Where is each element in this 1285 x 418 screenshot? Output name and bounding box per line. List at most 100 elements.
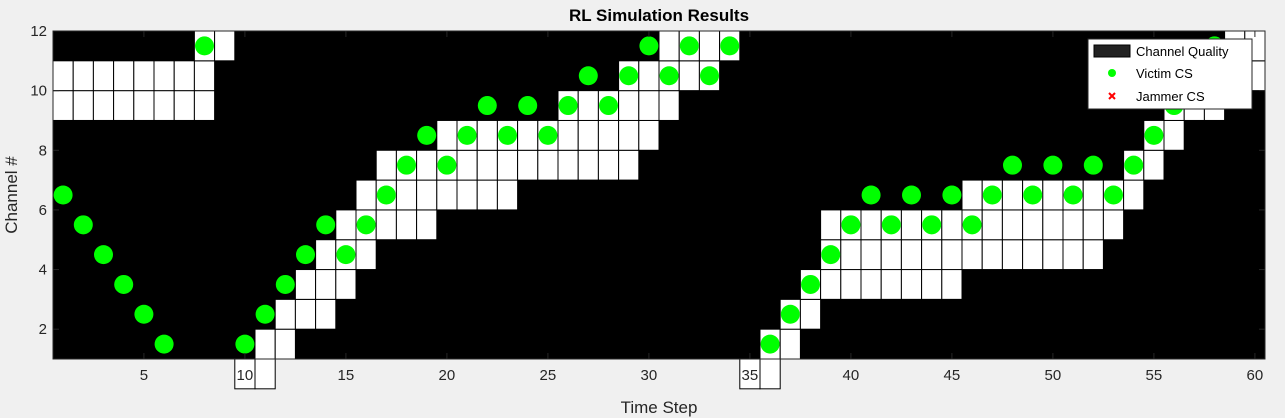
victim-cs-markers xyxy=(53,36,1245,354)
channel-quality-cell xyxy=(254,358,276,390)
channel-quality-cell xyxy=(355,239,377,271)
victim-cs-point xyxy=(1083,155,1103,175)
channel-quality-cell xyxy=(900,239,923,271)
channel-quality-cell xyxy=(395,179,418,211)
channel-quality-cell xyxy=(658,30,680,62)
victim-cs-point xyxy=(599,96,618,116)
channel-quality-cell xyxy=(153,60,175,92)
victim-cs-point xyxy=(841,215,861,235)
victim-cs-point xyxy=(558,96,578,116)
victim-cs-point xyxy=(639,36,659,56)
y-axis-label: Channel # xyxy=(2,156,21,234)
y-tick-label: 6 xyxy=(39,202,47,219)
victim-cs-point xyxy=(73,215,93,235)
channel-quality-cell xyxy=(658,90,680,121)
y-tick-label: 4 xyxy=(39,262,47,279)
x-axis-label: Time Step xyxy=(621,398,698,417)
channel-quality-cell xyxy=(193,60,216,92)
victim-cs-point xyxy=(902,185,921,205)
victim-cs-point xyxy=(720,36,740,56)
channel-quality-cell xyxy=(820,209,842,241)
channel-quality-cell xyxy=(1082,209,1104,241)
y-tick-label: 10 xyxy=(30,83,47,100)
x-tick-label: 5 xyxy=(140,367,148,384)
channel-quality-cell xyxy=(557,119,579,151)
victim-cs-point xyxy=(922,215,942,235)
victim-cs-point xyxy=(1043,155,1063,175)
channel-quality-cell xyxy=(254,328,276,360)
channel-quality-cell xyxy=(941,239,963,271)
channel-quality-cell xyxy=(315,298,337,330)
victim-cs-point xyxy=(538,125,558,145)
channel-quality-cell xyxy=(638,90,660,121)
channel-quality-cell xyxy=(456,179,478,211)
legend-victim-dot xyxy=(1108,69,1116,77)
victim-cs-point xyxy=(679,36,699,56)
y-tick-label: 12 xyxy=(30,23,47,40)
x-tick-label: 40 xyxy=(843,367,860,384)
x-tick-label: 50 xyxy=(1045,367,1062,384)
victim-cs-point xyxy=(801,274,820,294)
y-tick-label: 2 xyxy=(39,321,47,338)
channel-quality-cell xyxy=(113,60,135,92)
channel-quality-cell xyxy=(557,149,579,181)
channel-quality-cell xyxy=(880,239,902,271)
channel-quality-cell xyxy=(496,179,519,211)
victim-cs-point xyxy=(518,96,538,116)
x-tick-label: 15 xyxy=(338,367,355,384)
channel-quality-cell xyxy=(638,119,660,151)
chart-title: RL Simulation Results xyxy=(569,6,749,25)
channel-quality-cell xyxy=(860,269,882,300)
channel-quality-cell xyxy=(1001,179,1024,211)
victim-cs-point xyxy=(154,334,174,354)
victim-cs-point xyxy=(437,155,457,175)
channel-quality-cell xyxy=(941,209,963,241)
channel-quality-cell xyxy=(416,209,438,241)
victim-cs-point xyxy=(1003,155,1022,175)
channel-quality-cell xyxy=(860,239,882,271)
victim-cs-point xyxy=(477,96,497,116)
channel-quality-cell xyxy=(981,209,1003,241)
channel-quality-cell xyxy=(597,149,620,181)
channel-quality-cell xyxy=(860,209,882,241)
legend-jammer-x-icon xyxy=(1108,92,1116,100)
channel-quality-cell xyxy=(1163,119,1185,151)
victim-cs-point xyxy=(134,304,154,324)
channel-quality-cell xyxy=(335,209,357,241)
channel-quality-cell xyxy=(799,298,822,330)
x-tick-label: 25 xyxy=(540,367,557,384)
channel-quality-cell xyxy=(214,30,236,62)
channel-quality-cell xyxy=(153,90,175,121)
channel-quality-cell xyxy=(173,90,195,121)
legend-label-jammer-cs: Jammer CS xyxy=(1136,89,1205,104)
channel-quality-cell xyxy=(355,179,377,211)
channel-quality-cell xyxy=(476,149,498,181)
victim-cs-point xyxy=(578,66,598,86)
channel-quality-cell xyxy=(476,119,498,151)
victim-cs-point xyxy=(457,125,477,145)
channel-quality-cell xyxy=(375,209,397,241)
channel-quality-cell xyxy=(900,209,923,241)
channel-quality-cell xyxy=(981,239,1003,271)
channel-quality-cell xyxy=(294,298,317,330)
channel-quality-cell xyxy=(1062,239,1084,271)
channel-quality-cell xyxy=(577,119,599,151)
channel-quality-cell xyxy=(900,269,923,300)
victim-cs-point xyxy=(760,334,780,354)
channel-quality-cell xyxy=(72,60,94,92)
channel-quality-cell xyxy=(1042,239,1064,271)
victim-cs-point xyxy=(619,66,639,86)
channel-quality-cell xyxy=(961,179,983,211)
victim-cs-point xyxy=(195,36,214,56)
channel-quality-cell xyxy=(456,149,478,181)
channel-quality-cell xyxy=(1042,209,1064,241)
y-tick-label: 8 xyxy=(39,142,47,159)
channel-quality-cell xyxy=(1123,179,1145,211)
channel-quality-cell xyxy=(1102,209,1125,241)
channel-quality-cell xyxy=(416,179,438,211)
channel-quality-cell xyxy=(1082,239,1104,271)
victim-cs-point xyxy=(982,185,1002,205)
channel-quality-cell xyxy=(840,269,862,300)
victim-cs-point xyxy=(296,245,315,265)
channel-quality-cell xyxy=(618,119,640,151)
